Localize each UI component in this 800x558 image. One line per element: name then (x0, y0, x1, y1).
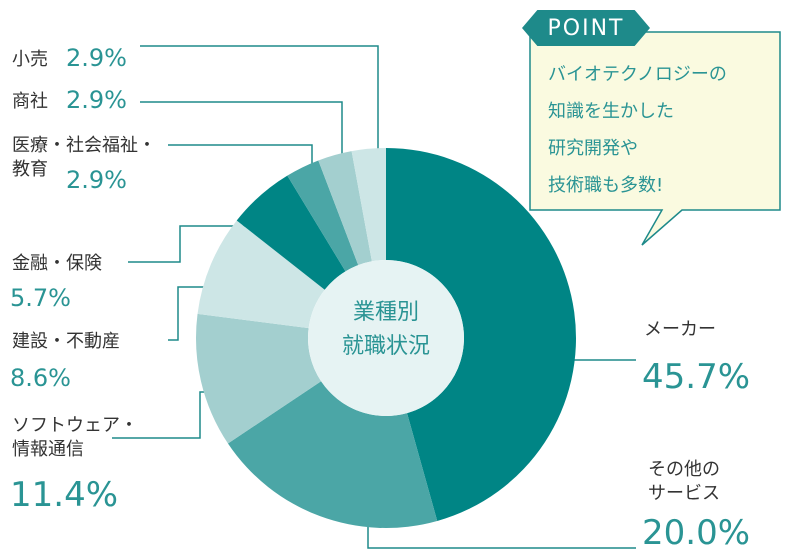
slice-pct-software: 11.4% (10, 475, 119, 515)
slice-label-trading: 商社 (12, 91, 48, 112)
leader-finance (128, 225, 266, 263)
donut-slice-6 (318, 151, 372, 266)
center-label-line1: 業種別 (352, 300, 419, 325)
donut-slice-4 (236, 175, 346, 290)
slice-pct-construction: 8.6% (10, 364, 71, 392)
slice-label-finance: 金融・保険 (12, 253, 102, 274)
slice-label-manufacturer: メーカー (644, 319, 716, 340)
donut-slice-2 (196, 313, 322, 444)
leader-retail (140, 45, 379, 162)
slice-pct-manufacturer: 45.7% (642, 357, 751, 397)
center-label: 業種別 就職状況 (313, 296, 459, 364)
point-tag: POINT (522, 10, 650, 46)
donut-slice-7 (351, 148, 386, 262)
slice-label-other-services: その他の サービス (648, 459, 720, 504)
slice-pct-other-services: 20.0% (642, 513, 751, 553)
point-callout (529, 31, 781, 246)
donut-slice-0 (386, 148, 577, 521)
slice-label-software: ソフトウェア・ 情報通信 (12, 415, 138, 460)
slice-label-medical: 医療・社会福祉・ 教育 (12, 135, 156, 180)
donut-center (308, 260, 464, 416)
slice-pct-trading: 2.9% (66, 86, 127, 114)
slice-pct-finance: 5.7% (10, 284, 71, 312)
donut-slices (196, 148, 577, 528)
slice-pct-medical: 2.9% (66, 166, 127, 194)
slice-label-retail: 小売 (12, 49, 48, 70)
donut-slice-5 (287, 160, 359, 272)
donut-slice-1 (227, 381, 438, 528)
center-label-line2: 就職状況 (341, 334, 430, 359)
leader-trading (140, 101, 343, 170)
donut-slice-3 (197, 220, 325, 329)
point-callout-text: バイオテクノロジーの 知識を生かした 研究開発や 技術職も多数! (548, 64, 727, 196)
callout-box (529, 31, 781, 246)
slice-pct-retail: 2.9% (66, 44, 127, 72)
slice-label-construction: 建設・不動産 (12, 331, 120, 352)
